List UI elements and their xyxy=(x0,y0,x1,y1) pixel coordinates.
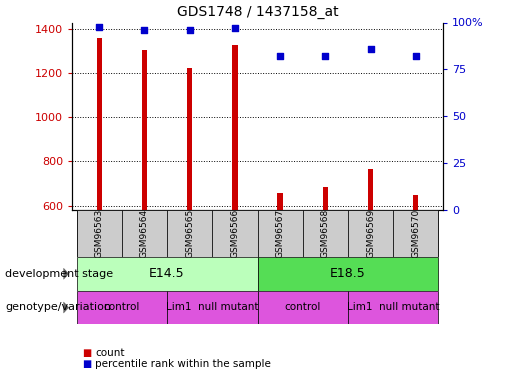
Bar xyxy=(348,210,393,257)
Bar xyxy=(322,187,328,210)
Bar xyxy=(278,194,283,210)
Text: GSM96566: GSM96566 xyxy=(230,209,239,258)
Bar xyxy=(393,210,438,257)
Bar xyxy=(232,45,237,210)
Text: GSM96568: GSM96568 xyxy=(321,209,330,258)
Text: development stage: development stage xyxy=(5,269,113,279)
Text: Lim1  null mutant: Lim1 null mutant xyxy=(347,303,439,312)
Bar xyxy=(368,169,373,210)
Bar xyxy=(258,210,303,257)
Bar xyxy=(258,257,438,291)
Text: count: count xyxy=(95,348,125,358)
Bar xyxy=(167,210,212,257)
Bar xyxy=(96,38,102,210)
Bar xyxy=(413,195,419,210)
Point xyxy=(367,46,375,52)
Bar xyxy=(77,210,122,257)
Text: Lim1  null mutant: Lim1 null mutant xyxy=(166,303,259,312)
Bar xyxy=(258,291,348,324)
Text: GSM96565: GSM96565 xyxy=(185,209,194,258)
Point xyxy=(231,25,239,31)
Text: GSM96563: GSM96563 xyxy=(95,209,104,258)
Bar xyxy=(303,210,348,257)
Bar xyxy=(167,291,258,324)
Text: E18.5: E18.5 xyxy=(330,267,366,280)
Text: GSM96570: GSM96570 xyxy=(411,209,420,258)
Text: ■: ■ xyxy=(82,359,92,369)
Text: genotype/variation: genotype/variation xyxy=(5,303,111,312)
Bar xyxy=(122,210,167,257)
Point xyxy=(185,27,194,33)
Text: GSM96567: GSM96567 xyxy=(276,209,285,258)
Bar xyxy=(77,257,258,291)
Text: ■: ■ xyxy=(82,348,92,358)
Point xyxy=(321,53,330,59)
Title: GDS1748 / 1437158_at: GDS1748 / 1437158_at xyxy=(177,5,338,19)
Point xyxy=(95,24,104,30)
Bar xyxy=(187,68,193,210)
Text: E14.5: E14.5 xyxy=(149,267,185,280)
Text: control: control xyxy=(284,303,321,312)
Bar xyxy=(77,291,167,324)
Bar xyxy=(142,50,147,210)
Text: GSM96569: GSM96569 xyxy=(366,209,375,258)
Text: control: control xyxy=(104,303,140,312)
Bar xyxy=(348,291,438,324)
Point xyxy=(140,27,148,33)
Point xyxy=(276,53,284,59)
Text: GSM96564: GSM96564 xyxy=(140,209,149,258)
Text: percentile rank within the sample: percentile rank within the sample xyxy=(95,359,271,369)
Bar xyxy=(212,210,258,257)
Point xyxy=(411,53,420,59)
